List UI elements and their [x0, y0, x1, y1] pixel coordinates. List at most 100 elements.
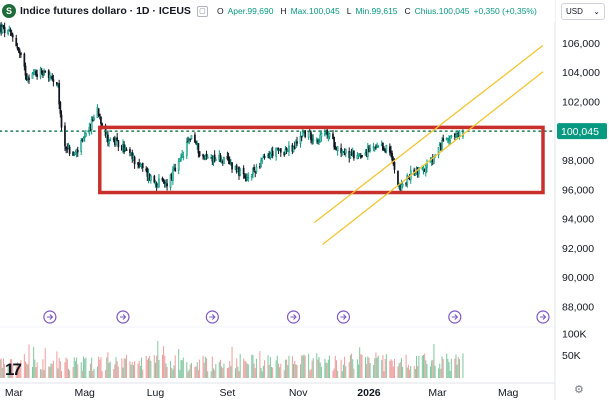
volume-bar [421, 355, 423, 378]
candle-body [162, 179, 165, 183]
volume-bar [41, 369, 43, 378]
candle-body [125, 149, 128, 152]
volume-bar [115, 357, 117, 378]
volume-bar [344, 356, 346, 378]
candle-body [424, 165, 427, 174]
volume-bar [425, 360, 427, 378]
volume-bar [26, 363, 28, 378]
price-tick-label: 92,000 [562, 243, 594, 255]
candle-body [36, 74, 39, 77]
volume-bar [101, 371, 103, 378]
volume-bar [294, 360, 296, 378]
volume-bar [214, 370, 216, 378]
volume-bar [131, 362, 133, 378]
volume-bar [164, 355, 166, 378]
volume-bar [18, 363, 20, 378]
candle-body [23, 53, 26, 67]
volume-bar [114, 364, 116, 378]
currency-selector[interactable]: USD ⌄ [561, 3, 605, 20]
time-tick-label: Mar [5, 387, 24, 399]
volume-bar [49, 366, 51, 378]
volume-bar [441, 356, 443, 378]
volume-bar [215, 364, 217, 378]
volume-bar [180, 359, 182, 378]
settings-icon[interactable]: ⚙ [574, 384, 584, 396]
volume-bar [7, 364, 9, 378]
volume-bar [383, 371, 385, 378]
volume-bar [303, 354, 305, 378]
volume-bar [416, 355, 418, 378]
volume-bar [385, 354, 387, 378]
volume-bar [455, 354, 457, 378]
volume-bar [247, 364, 249, 378]
candle-body [20, 52, 22, 55]
event-arrow-icon [46, 314, 54, 320]
volume-bar [373, 364, 375, 378]
flag-icon[interactable]: ▢ [196, 5, 208, 17]
chevron-down-icon: ⌄ [593, 7, 600, 16]
volume-bar [83, 356, 85, 378]
volume-bar [210, 371, 212, 378]
candle-body [101, 123, 103, 126]
volume-bar [76, 357, 78, 378]
candle-body [146, 168, 149, 177]
range-rectangle[interactable] [98, 125, 545, 195]
candle-body [333, 137, 336, 148]
volume-bar [320, 366, 322, 378]
volume-bar [145, 355, 147, 378]
volume-bar [398, 363, 400, 378]
volume-bar [197, 370, 199, 378]
candle-body [112, 138, 115, 141]
event-arrow-icon [540, 314, 547, 320]
candle-body [361, 155, 363, 158]
low-value: Min.99,615 [355, 6, 398, 16]
volume-bar [364, 357, 367, 378]
volume-bar [442, 358, 444, 378]
candle-body [163, 182, 166, 184]
volume-bar [9, 359, 11, 378]
candle-body [181, 154, 184, 158]
volume-bar [186, 362, 188, 378]
volume-tick-label: 100K [562, 328, 587, 340]
channel-line[interactable] [314, 44, 544, 224]
volume-bar [353, 368, 355, 378]
candle-body [300, 136, 303, 138]
volume-bar [342, 364, 344, 378]
volume-bar [67, 368, 69, 378]
volume-bar [424, 353, 426, 378]
volume-bar [260, 367, 262, 378]
volume-bar [181, 360, 183, 378]
volume-bar [272, 367, 274, 378]
candle-body [263, 155, 266, 158]
candle-body [182, 156, 185, 158]
volume-bar [65, 357, 67, 378]
event-arrow-icon [119, 314, 127, 320]
candle-body [129, 149, 131, 153]
tradingview-logo[interactable]: 17 [5, 360, 22, 379]
volume-bar [457, 357, 459, 378]
volume-bar [269, 357, 271, 378]
volume-bar [89, 363, 92, 378]
candle-body [205, 153, 208, 157]
volume-bar [458, 359, 460, 378]
volume-bar [156, 355, 158, 378]
volume-bar [264, 360, 266, 378]
candle-body [426, 163, 428, 168]
event-arrow-icon [340, 314, 347, 320]
channel-line[interactable] [322, 71, 544, 246]
volume-bar [88, 370, 90, 378]
volume-bar [19, 367, 21, 378]
volume-bar [360, 354, 362, 378]
symbol-title[interactable]: Indice futures dollaro · 1D · ICEUS [20, 5, 191, 17]
volume-bar [449, 370, 451, 378]
volume-bar [374, 358, 376, 378]
candle-body [58, 83, 61, 105]
candle-body [433, 157, 435, 164]
candle-body [60, 114, 63, 128]
candle-body [401, 183, 404, 187]
candle-body [243, 175, 246, 178]
candle-body [406, 174, 409, 185]
volume-bar [173, 365, 175, 378]
candle-body [383, 148, 385, 150]
